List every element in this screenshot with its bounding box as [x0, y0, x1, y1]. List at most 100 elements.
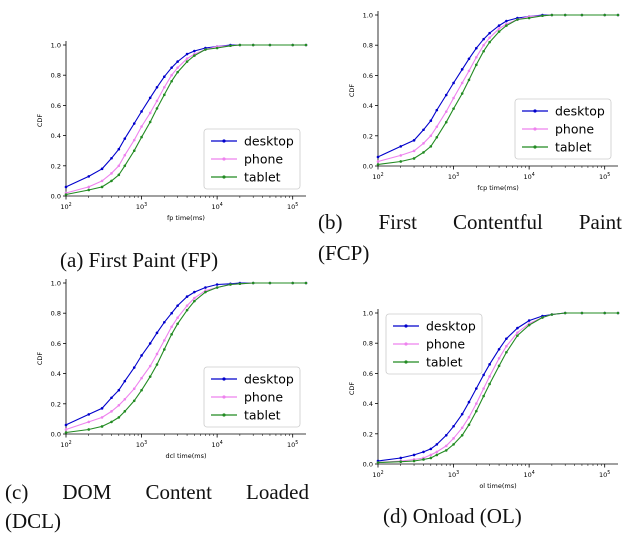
- data-point-desktop: [444, 93, 448, 97]
- data-point-tablet: [505, 350, 508, 354]
- data-point-desktop: [185, 52, 189, 56]
- data-point-phone: [110, 410, 113, 413]
- data-point-desktop: [422, 450, 425, 454]
- data-point-phone: [140, 376, 143, 380]
- data-point-desktop: [110, 156, 113, 160]
- data-point-phone: [460, 81, 464, 85]
- data-point-phone: [155, 99, 159, 103]
- y-tick-label: 0.4: [51, 132, 61, 140]
- data-point-phone: [185, 57, 189, 60]
- data-point-phone: [488, 36, 491, 39]
- y-tick-label: 0.2: [363, 430, 373, 438]
- legend: desktop phone tablet: [514, 98, 612, 160]
- legend-marker-desktop: [222, 377, 226, 381]
- y-axis-label: CDF: [348, 382, 356, 396]
- data-point-desktop: [399, 456, 403, 460]
- data-point-tablet: [505, 24, 508, 27]
- data-point-tablet: [251, 43, 255, 47]
- data-point-tablet: [304, 281, 308, 285]
- legend-marker-tablet: [533, 145, 537, 149]
- legend-label-tablet: tablet: [426, 355, 463, 370]
- data-point-tablet: [155, 107, 159, 110]
- x-tick-label: 103: [136, 440, 147, 449]
- data-point-tablet: [204, 48, 207, 51]
- legend-label-phone: phone: [555, 122, 594, 137]
- data-point-phone: [435, 450, 439, 454]
- data-point-desktop: [123, 379, 127, 383]
- data-point-phone: [132, 138, 136, 142]
- data-point-phone: [123, 153, 127, 157]
- data-point-tablet: [176, 322, 179, 326]
- data-point-tablet: [238, 43, 242, 47]
- data-point-desktop: [505, 337, 508, 340]
- data-point-tablet: [475, 409, 478, 413]
- data-point-desktop: [412, 453, 416, 457]
- caption-c-continued: (DCL): [5, 509, 61, 533]
- y-tick-label: 0.6: [363, 370, 373, 378]
- data-point-phone: [170, 73, 173, 77]
- data-point-phone: [497, 27, 501, 30]
- legend-marker-tablet: [222, 175, 226, 179]
- legend: desktop phone tablet: [203, 366, 301, 428]
- data-point-tablet: [527, 323, 531, 327]
- data-point-tablet: [452, 443, 455, 446]
- data-point-desktop: [467, 400, 471, 404]
- data-point-phone: [176, 316, 179, 320]
- data-point-tablet: [460, 434, 464, 437]
- y-tick-label: 1.0: [51, 280, 61, 288]
- data-point-desktop: [452, 81, 455, 85]
- y-tick-label: 0.0: [51, 193, 61, 201]
- data-point-tablet: [412, 157, 416, 160]
- data-point-phone: [170, 325, 173, 329]
- y-tick-label: 0.2: [51, 162, 61, 170]
- x-tick-label: 102: [60, 440, 71, 449]
- data-point-desktop: [117, 147, 121, 151]
- x-tick-label: 104: [211, 440, 222, 449]
- data-point-tablet: [488, 40, 491, 44]
- data-point-tablet: [148, 120, 152, 124]
- data-point-tablet: [497, 364, 501, 368]
- x-tick-label: 103: [448, 470, 459, 479]
- data-point-tablet: [580, 13, 584, 17]
- legend-label-phone: phone: [244, 152, 283, 167]
- data-point-desktop: [163, 320, 166, 324]
- data-point-phone: [475, 55, 478, 59]
- data-point-desktop: [87, 175, 91, 178]
- data-point-tablet: [229, 283, 232, 286]
- data-point-desktop: [516, 326, 519, 330]
- data-point-phone: [148, 364, 152, 368]
- data-point-phone: [444, 444, 448, 448]
- data-point-tablet: [563, 311, 567, 315]
- data-point-desktop: [488, 363, 491, 366]
- data-point-tablet: [435, 136, 439, 139]
- data-point-desktop: [475, 387, 478, 390]
- data-point-desktop: [467, 57, 471, 61]
- legend-label-desktop: desktop: [426, 319, 476, 334]
- data-point-tablet: [616, 13, 620, 17]
- caption-b: (b) First Contentful Paint: [318, 210, 622, 234]
- data-point-phone: [185, 304, 189, 307]
- data-point-desktop: [412, 139, 416, 142]
- data-point-desktop: [140, 110, 143, 113]
- data-point-desktop: [204, 286, 207, 289]
- data-point-tablet: [399, 160, 403, 163]
- y-tick-label: 0.2: [363, 132, 373, 140]
- data-point-tablet: [140, 388, 143, 392]
- data-point-phone: [505, 344, 508, 348]
- data-point-phone: [460, 426, 464, 430]
- data-point-desktop: [452, 424, 455, 428]
- x-tick-label: 104: [211, 202, 222, 211]
- data-point-desktop: [176, 60, 179, 63]
- x-tick-label: 103: [136, 202, 147, 211]
- data-point-tablet: [64, 431, 68, 434]
- legend-marker-phone: [222, 395, 226, 399]
- y-tick-label: 1.0: [51, 42, 61, 50]
- x-axis-label: ol time(ms): [479, 482, 516, 490]
- data-point-tablet: [399, 460, 403, 464]
- data-point-tablet: [215, 46, 219, 50]
- data-point-tablet: [497, 30, 501, 33]
- legend-marker-desktop: [533, 109, 537, 113]
- data-point-desktop: [170, 66, 173, 69]
- data-point-desktop: [155, 331, 159, 335]
- legend-marker-phone: [404, 342, 408, 346]
